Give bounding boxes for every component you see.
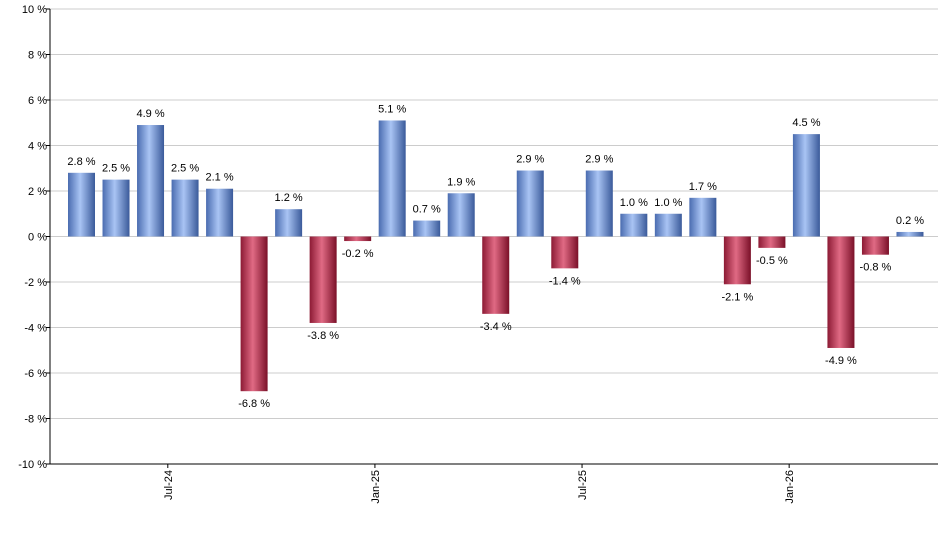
bar-positive xyxy=(171,179,199,237)
data-label: -1.4 % xyxy=(549,275,581,287)
data-label: 1.7 % xyxy=(689,181,717,193)
data-label: -3.4 % xyxy=(480,321,512,333)
bar-negative xyxy=(827,236,855,348)
x-tick-label: Jul-25 xyxy=(577,470,589,500)
bar-negative xyxy=(344,236,372,242)
x-tick-label: Jan-25 xyxy=(370,470,382,504)
bar-positive xyxy=(447,193,475,237)
data-label: -0.8 % xyxy=(860,262,892,274)
bar-positive xyxy=(206,188,234,237)
bar-positive xyxy=(689,197,717,237)
bar-positive xyxy=(585,170,613,237)
bar-positive xyxy=(378,120,406,237)
bar-negative xyxy=(758,236,786,248)
data-label: 2.5 % xyxy=(102,163,130,175)
x-tick-labels: Jul-24 Jan-25 Jul-25 Jan-26 xyxy=(163,470,796,504)
y-tick-label: 8 % xyxy=(28,50,47,62)
y-tick-label: -8 % xyxy=(24,414,47,426)
bar-positive xyxy=(792,134,820,237)
y-tick-label: 10 % xyxy=(22,4,47,16)
bar-negative xyxy=(861,236,889,255)
bar-positive xyxy=(413,220,441,237)
bar-positive xyxy=(620,213,648,237)
bar-positive xyxy=(137,125,165,237)
data-label: 1.2 % xyxy=(275,192,303,204)
y-tick-label: 4 % xyxy=(28,141,47,153)
bar-positive xyxy=(102,179,130,237)
data-label: -0.5 % xyxy=(756,255,788,267)
data-label: -0.2 % xyxy=(342,248,374,260)
bar-negative xyxy=(309,236,337,323)
y-tick-label: -4 % xyxy=(24,323,47,335)
bar-positive xyxy=(654,213,682,237)
data-label: 4.9 % xyxy=(136,108,164,120)
y-tick-labels: 10 % 8 % 6 % 4 % 2 % 0 % -2 % -4 % -6 % -8 % -10 % xyxy=(18,4,47,471)
data-label: 2.9 % xyxy=(516,154,544,166)
y-tick-label: 6 % xyxy=(28,95,47,107)
data-label: 0.7 % xyxy=(413,204,441,216)
bar-positive xyxy=(896,231,924,237)
bar-negative xyxy=(723,236,751,285)
bar-negative xyxy=(482,236,510,314)
data-label: 4.5 % xyxy=(792,117,820,129)
data-label: 1.0 % xyxy=(654,197,682,209)
y-tick-label: 2 % xyxy=(28,186,47,198)
data-label: 0.2 % xyxy=(896,215,924,227)
data-label: -6.8 % xyxy=(238,398,270,410)
y-tick-label: 0 % xyxy=(28,232,47,244)
data-labels: 2.8 % 2.5 % 4.9 % 2.5 % 2.1 % -6.8 % 1.2 % -3.8… xyxy=(67,103,924,410)
data-label: -2.1 % xyxy=(721,291,753,303)
data-label: 1.0 % xyxy=(620,197,648,209)
bars xyxy=(68,120,924,392)
bar-negative xyxy=(240,236,268,392)
data-label: 2.1 % xyxy=(206,172,234,184)
data-label: 1.9 % xyxy=(447,176,475,188)
data-label: -4.9 % xyxy=(825,355,857,367)
axes xyxy=(46,8,938,468)
data-label: 2.5 % xyxy=(171,163,199,175)
bar-positive xyxy=(68,172,95,237)
y-tick-label: -6 % xyxy=(24,368,47,380)
bar-negative xyxy=(551,236,579,269)
y-tick-label: -2 % xyxy=(24,277,47,289)
data-label: 5.1 % xyxy=(378,103,406,115)
bar-positive xyxy=(516,170,544,237)
data-label: 2.8 % xyxy=(67,156,95,168)
y-tick-label: -10 % xyxy=(18,459,47,471)
x-tick-label: Jul-24 xyxy=(163,470,175,500)
bar-positive xyxy=(275,209,303,237)
data-label: -3.8 % xyxy=(307,330,339,342)
x-tick-label: Jan-26 xyxy=(784,470,796,504)
data-label: 2.9 % xyxy=(585,154,613,166)
